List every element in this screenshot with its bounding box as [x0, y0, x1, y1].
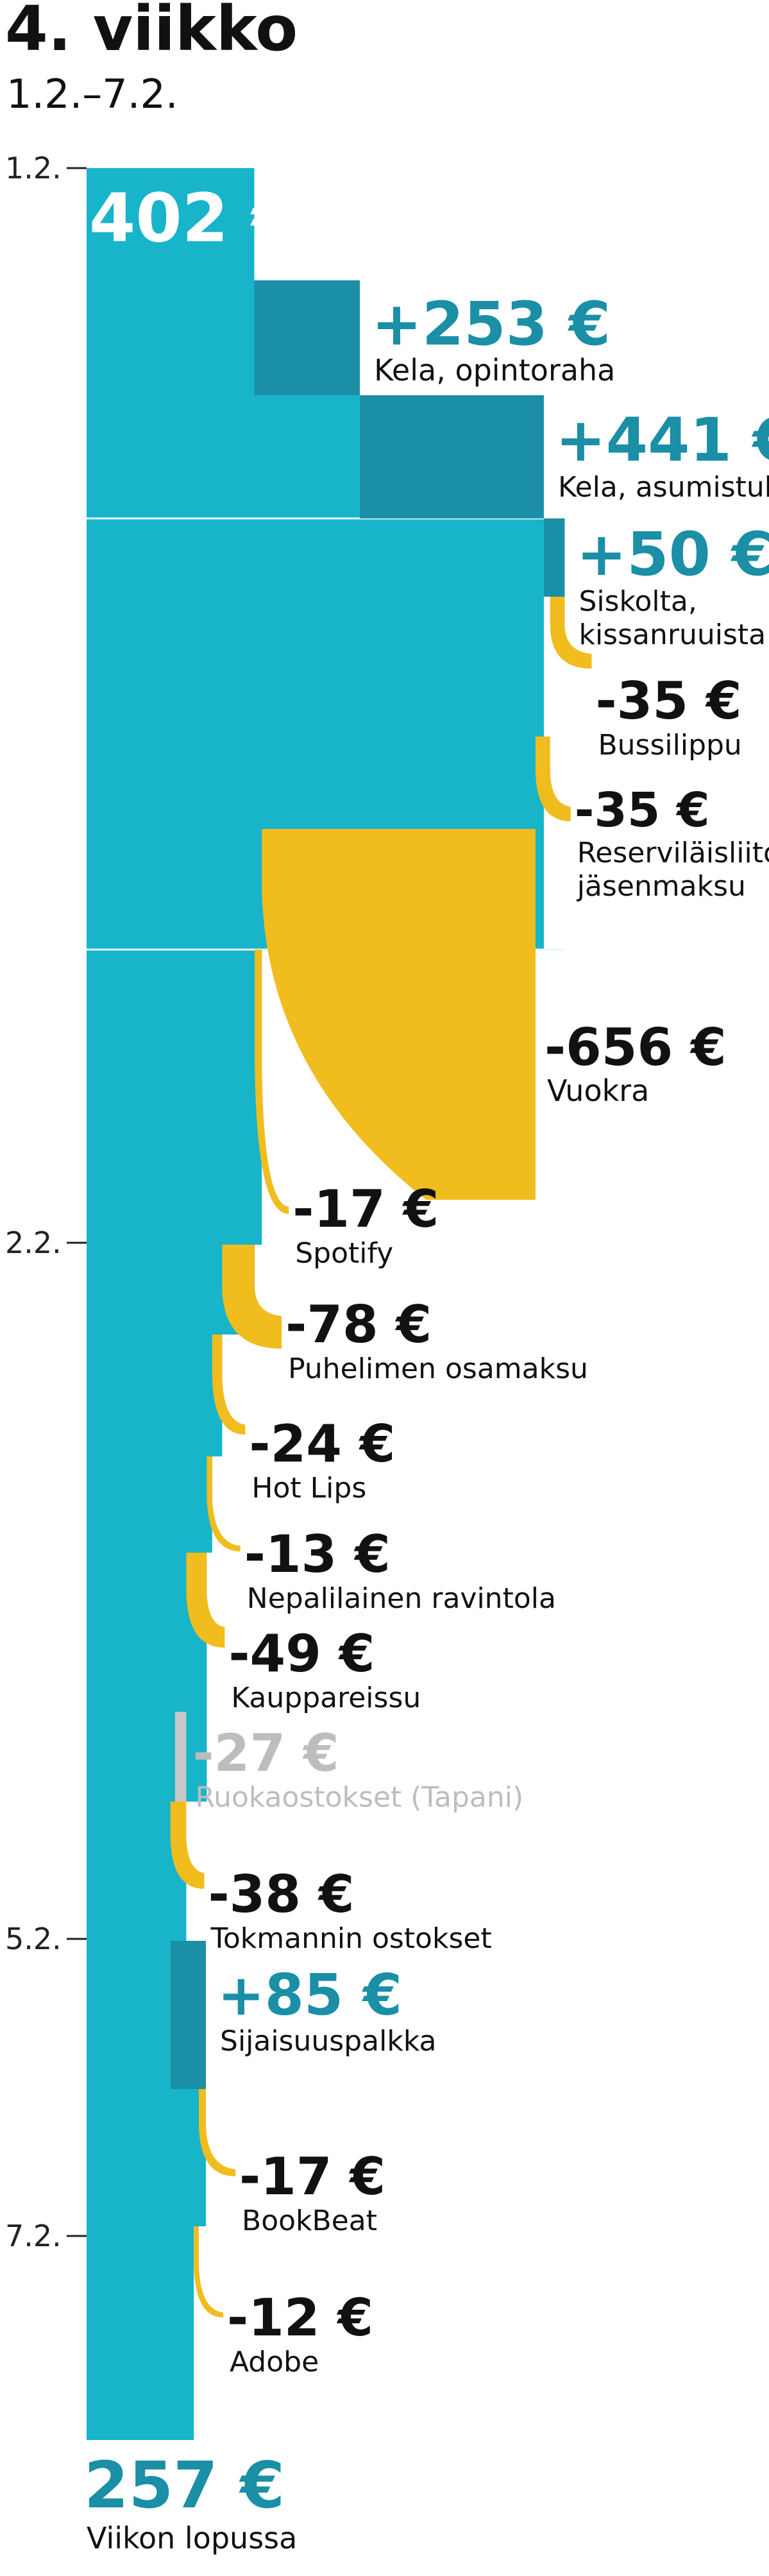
- balance-bars: [87, 168, 565, 2440]
- value-label-spotify: -17 €: [292, 1179, 439, 1239]
- chart-subtitle: 1.2.–7.2.: [6, 71, 178, 117]
- balance-bar-11: [87, 2089, 207, 2226]
- expense-curve-adobe: [194, 2226, 223, 2317]
- flow-marks: [170, 280, 592, 2317]
- value-label-bussilippu: -35 €: [595, 671, 741, 731]
- income-bar-kela-asumistuki: [360, 395, 544, 518]
- expense-curve-vuokra: [262, 829, 536, 1200]
- item-label-ruokaostokset-tapani-0: Ruokaostokset (Tapani): [195, 1781, 523, 1814]
- balance-bar-1: [87, 280, 255, 395]
- item-label-reservilaisliiton-jasenmaksu-1: jäsenmaksu: [577, 870, 746, 903]
- date-tick-label-3: 7.2.: [5, 2219, 62, 2253]
- balance-bar-0: [87, 168, 255, 280]
- item-label-puhelimen-osamaksu-0: Puhelimen osamaksu: [288, 1352, 588, 1385]
- balance-bar-12: [87, 2226, 194, 2440]
- date-axis: 1.2. 2.2. 5.2. 7.2.: [5, 151, 87, 2253]
- value-label-kela-asumistuki: +441 €: [555, 405, 769, 475]
- item-label-vuokra-0: Vuokra: [547, 1073, 649, 1108]
- chart-title: 4. viikko: [5, 0, 298, 65]
- balance-bar-2: [87, 395, 360, 518]
- income-bar-siskolta-kissanruuista: [543, 518, 565, 597]
- item-label-kauppareissu-0: Kauppareissu: [231, 1682, 421, 1714]
- income-bar-kela-opintoraha: [254, 280, 360, 395]
- value-label-ruokaostokset-tapani: -27 €: [192, 1723, 339, 1783]
- income-bar-sijaisuuspalkka: [170, 1941, 207, 2089]
- item-label-nepalilainen-ravintola-0: Nepalilainen ravintola: [247, 1582, 556, 1615]
- end-value-label: 257 €: [84, 2448, 285, 2523]
- item-label-kela-opintoraha-0: Kela, opintoraha: [374, 353, 615, 388]
- value-label-vuokra: -656 €: [545, 1018, 727, 1077]
- balance-bar-9: [87, 1802, 187, 1941]
- value-label-kauppareissu: -49 €: [228, 1624, 375, 1684]
- value-label-sijaisuuspalkka: +85 €: [217, 1962, 402, 2028]
- value-label-puhelimen-osamaksu: -78 €: [285, 1295, 432, 1354]
- value-label-bookbeat: -17 €: [239, 2147, 385, 2206]
- date-tick-label-2: 5.2.: [5, 1922, 62, 1956]
- expense-curve-bookbeat: [198, 2089, 236, 2176]
- balance-bar-10: [87, 1941, 171, 2089]
- item-label-reservilaisliiton-jasenmaksu-0: Reserviläisliiton: [577, 837, 769, 869]
- value-label-adobe: -12 €: [227, 2288, 373, 2348]
- value-label-reservilaisliiton-jasenmaksu: -35 €: [575, 783, 710, 838]
- value-label-hot-lips: -24 €: [249, 1414, 395, 1474]
- date-tick-label-1: 2.2.: [5, 1225, 62, 1260]
- item-label-bookbeat-0: BookBeat: [242, 2205, 377, 2237]
- expense-curve-nepalilainen-ravintola: [207, 1456, 241, 1551]
- item-label-sijaisuuspalkka-0: Sijaisuuspalkka: [220, 2025, 436, 2058]
- item-label-kela-asumistuki-0: Kela, asumistuki: [558, 471, 769, 504]
- item-label-adobe-0: Adobe: [230, 2346, 319, 2378]
- expense-curve-bussilippu: [550, 597, 592, 669]
- start-value-label: 402 €: [89, 179, 298, 257]
- value-label-kela-opintoraha: +253 €: [371, 289, 611, 359]
- flow-labels: 402 € +253 €Kela, opintoraha +441 €Kela, a…: [84, 179, 769, 2555]
- expense-curve-spotify: [255, 950, 289, 1214]
- expense-curve-hot-lips: [212, 1335, 246, 1435]
- excluded-bar-ruokaostokset-tapani: [174, 1712, 187, 1802]
- item-label-tokmannin-ostokset-0: Tokmannin ostokset: [210, 1922, 491, 1955]
- item-label-siskolta-kissanruuista-0: Siskolta,: [579, 585, 697, 618]
- date-tick-label-0: 1.2.: [5, 151, 62, 185]
- expense-curve-reservilaisliiton-jasenmaksu: [535, 737, 571, 821]
- balance-bar-6: [87, 1335, 223, 1456]
- item-label-hot-lips-0: Hot Lips: [251, 1472, 366, 1505]
- end-caption: Viikon lopussa: [87, 2521, 297, 2555]
- balance-bar-7: [87, 1456, 212, 1553]
- value-label-siskolta-kissanruuista: +50 €: [576, 520, 769, 590]
- expense-curve-puhelimen-osamaksu: [222, 1245, 282, 1349]
- balance-bar-4: [87, 950, 262, 1245]
- expense-curve-kauppareissu: [186, 1553, 225, 1648]
- value-label-tokmannin-ostokset: -38 €: [208, 1864, 354, 1924]
- expense-curve-tokmannin-ostokset: [170, 1802, 205, 1889]
- item-label-siskolta-kissanruuista-1: kissanruuista: [579, 618, 766, 651]
- item-label-bussilippu-0: Bussilippu: [598, 729, 741, 762]
- value-label-nepalilainen-ravintola: -13 €: [244, 1524, 391, 1584]
- item-label-spotify-0: Spotify: [295, 1237, 393, 1270]
